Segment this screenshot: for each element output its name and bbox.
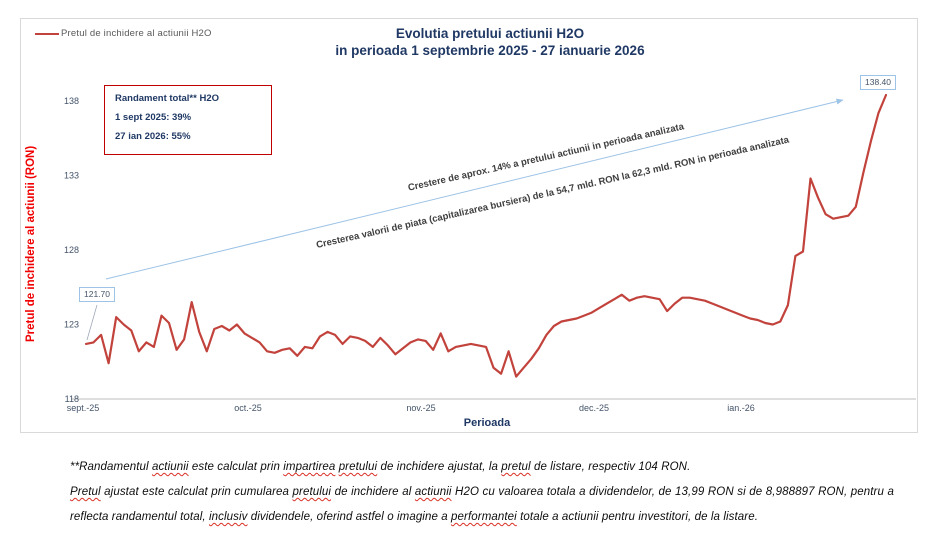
chart-title: Evolutia pretului actiunii H2O in perioa… — [63, 25, 917, 59]
randament-title: Randament total** H2O — [115, 93, 219, 104]
footnote-segment: de inchidere ajustat, la — [377, 461, 502, 473]
footnote-segment: dividendele, oferind astfel o imagine a — [247, 511, 452, 523]
legend-label: Pretul de inchidere al actiunii H2O — [61, 28, 212, 39]
x-tick-label: sept.-25 — [67, 403, 100, 413]
y-tick-label: 123 — [64, 320, 79, 330]
x-tick-label: ian.-26 — [727, 403, 755, 413]
chart-title-line2: in perioada 1 septembrie 2025 - 27 ianua… — [335, 43, 645, 58]
footnote-misspelled-word: pretului — [338, 461, 378, 473]
start-label-leader-line — [86, 304, 98, 341]
x-tick-label: dec.-25 — [579, 403, 609, 413]
y-tick-label: 128 — [64, 245, 79, 255]
randament-start-value: 1 sept 2025: 39% — [115, 112, 192, 123]
footnote-misspelled-word: inclusiv — [208, 511, 248, 523]
footnote-segment: ajustat este calculat prin cumularea — [100, 486, 293, 498]
footnote-misspelled-word: performantei — [451, 511, 517, 523]
footnote-misspelled-word: actiunii — [414, 486, 452, 498]
randament-callout-box: Randament total** H2O 1 sept 2025: 39% 2… — [104, 85, 272, 155]
legend-line-swatch — [35, 32, 59, 35]
footnote-segment: de listare, respectiv 104 RON. — [530, 461, 691, 473]
footnote-misspelled-word: pretului — [292, 486, 332, 498]
chart-title-line1: Evolutia pretului actiunii H2O — [395, 26, 585, 41]
data-label-start: 121.70 — [79, 287, 115, 302]
footnote-misspelled-word: Pretul — [70, 486, 101, 498]
footnote-text: **Randamentul actiunii este calculat pri… — [70, 455, 894, 530]
legend: Pretul de inchidere al actiunii H2O — [35, 28, 212, 39]
footnote-segment: **Randamentul — [70, 461, 152, 473]
x-tick-label: nov.-25 — [406, 403, 435, 413]
y-tick-label: 133 — [64, 171, 79, 181]
x-axis-title: Perioada — [463, 417, 511, 429]
y-tick-label: 118 — [65, 394, 79, 404]
chart-container: 138 133 128 123 118 sept.-25 oct.-25 nov.-25 dec… — [20, 18, 918, 433]
randament-end-value: 27 ian 2026: 55% — [115, 131, 191, 142]
growth-arrow — [105, 98, 844, 280]
footnote-misspelled-word: actiunii — [151, 461, 189, 473]
price-line-series — [84, 93, 888, 378]
y-axis-title: Pretul de inchidere al actiunii (RON) — [25, 145, 37, 343]
footnote-misspelled-word: pretul — [501, 461, 531, 473]
footnote-segment: totale a actiunii pentru investitori, de… — [516, 511, 758, 523]
x-tick-label: oct.-25 — [234, 403, 262, 413]
footnote-segment: este calculat prin — [188, 461, 284, 473]
footnote-misspelled-word: impartirea — [283, 461, 336, 473]
footnote-segment: de inchidere al — [331, 486, 415, 498]
data-label-end: 138.40 — [860, 75, 896, 90]
footnote-segment: H2O cu valoarea totala a dividendelor, d… — [70, 486, 895, 523]
y-tick-label: 138 — [64, 96, 79, 106]
